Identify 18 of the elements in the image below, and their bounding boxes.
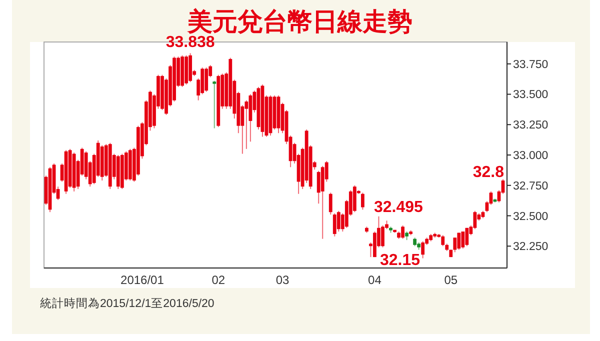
y-tick-label: 32.750: [513, 180, 548, 192]
y-tick-label: 33.750: [513, 58, 548, 71]
x-tick-label: 2016/01: [120, 273, 164, 287]
y-tick-label: 33.000: [513, 150, 548, 162]
x-tick-label: 05: [444, 273, 458, 287]
annotation: 33.838: [166, 34, 215, 52]
annotation: 32.8: [472, 164, 504, 181]
annotation: 32.495: [374, 199, 424, 216]
x-tick-label: 04: [368, 273, 382, 287]
y-tick-label: 32.500: [513, 210, 548, 223]
title: 美元兌台幣日線走勢: [188, 8, 412, 36]
x-tick-label: 02: [212, 273, 226, 287]
x-tick-label: 03: [276, 273, 290, 287]
annotation: 32.15: [380, 252, 420, 269]
y-tick-label: 32.250: [513, 241, 548, 254]
y-tick-label: 33.250: [513, 120, 548, 132]
text: 統計時間為2015/12/1至2016/5/20: [40, 296, 214, 310]
y-tick-label: 33.500: [513, 89, 548, 102]
